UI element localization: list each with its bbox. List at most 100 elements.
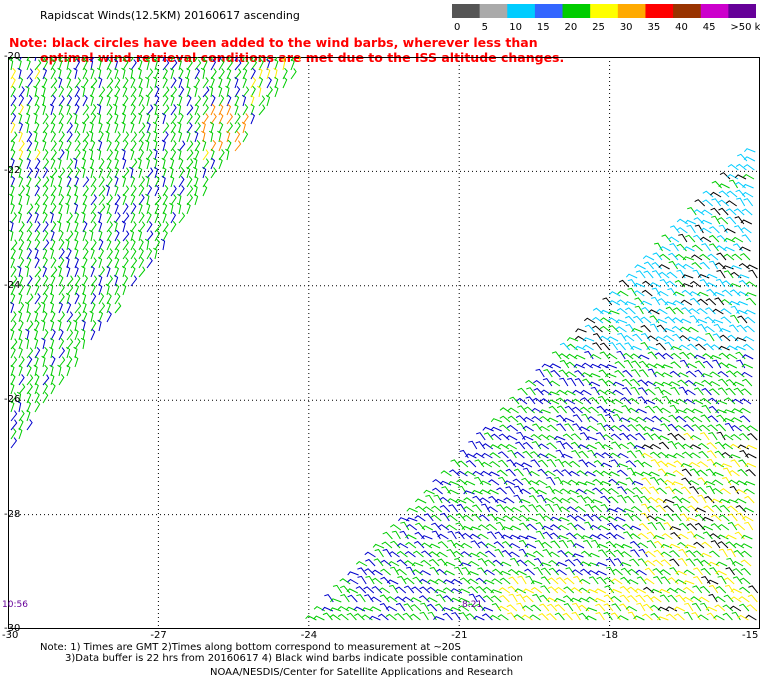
wind-barb: [652, 397, 664, 405]
wind-barb: [633, 315, 644, 324]
wind-barb: [430, 514, 442, 522]
wind-barb: [250, 103, 255, 116]
wind-barb: [281, 58, 286, 71]
wind-barb: [553, 435, 566, 441]
wind-barb: [585, 444, 598, 450]
wind-barb: [194, 76, 201, 89]
wind-barb: [42, 148, 49, 161]
wind-barb: [591, 539, 601, 549]
wind-barb: [622, 352, 634, 360]
wind-barb: [659, 569, 671, 576]
wind-barb: [374, 548, 384, 558]
wind-barb: [648, 309, 660, 315]
wind-barb: [718, 523, 730, 531]
wind-barb: [727, 505, 739, 513]
wind-barb: [619, 594, 630, 603]
wind-barb: [715, 585, 727, 594]
wind-barb: [226, 76, 231, 89]
wind-barb: [82, 176, 90, 188]
wind-barb: [138, 94, 144, 107]
wind-barb: [50, 149, 57, 161]
wind-barb: [96, 148, 102, 161]
legend-swatch: [479, 4, 508, 18]
wind-barb: [419, 570, 431, 576]
wind-barb: [699, 585, 711, 594]
wind-barb: [541, 541, 553, 549]
wind-barb: [728, 179, 739, 189]
wind-barb: [106, 57, 110, 62]
wind-barb: [738, 596, 750, 603]
wind-barb: [687, 326, 699, 333]
wind-barb: [540, 576, 551, 585]
wind-barb: [34, 184, 40, 197]
wind-barb: [18, 356, 25, 368]
wind-barb: [412, 550, 424, 558]
wind-barb: [26, 103, 31, 116]
wind-barb: [712, 333, 723, 342]
wind-barb: [81, 157, 86, 170]
wind-barb: [664, 341, 675, 351]
wind-barb: [725, 200, 737, 207]
wind-barb: [732, 243, 743, 252]
wind-barb: [65, 202, 70, 215]
wind-barb: [382, 531, 393, 540]
wind-barb: [34, 275, 41, 287]
wind-barb: [726, 190, 738, 198]
wind-barb: [89, 229, 94, 242]
wind-barb: [659, 594, 670, 603]
wind-barb: [114, 229, 120, 242]
wind-barb: [50, 140, 57, 152]
wind-barb: [98, 76, 103, 89]
wind-barb: [595, 612, 605, 621]
wind-barb: [154, 202, 160, 215]
wind-barb: [153, 148, 158, 161]
wind-barb: [630, 505, 643, 513]
wind-barb: [701, 404, 712, 414]
wind-barb: [600, 462, 613, 468]
wind-barb: [26, 68, 34, 80]
wind-barb: [568, 470, 580, 477]
wind-barb: [226, 122, 234, 134]
wind-barb: [218, 121, 224, 134]
wind-barb: [138, 266, 146, 278]
wind-barb: [114, 274, 119, 287]
wind-barb: [130, 140, 137, 152]
wind-barb: [591, 505, 603, 513]
wind-barb: [58, 76, 63, 89]
wind-barb: [603, 603, 614, 612]
wind-barb: [114, 121, 119, 134]
wind-barb: [672, 469, 684, 477]
wind-barb: [49, 211, 54, 224]
wind-barb: [546, 442, 558, 450]
wind-barb: [465, 453, 477, 459]
wind-barb: [65, 148, 70, 161]
wind-barb: [746, 604, 758, 612]
wind-barb: [74, 338, 81, 350]
wind-barb: [57, 364, 62, 377]
legend-label: 25: [592, 22, 605, 33]
legend-swatch: [673, 4, 702, 18]
wind-barb: [555, 569, 567, 576]
wind-barb: [209, 121, 215, 134]
wind-barb: [480, 461, 493, 468]
wind-barb: [681, 307, 692, 315]
wind-barb: [530, 580, 543, 585]
wind-barb: [73, 202, 79, 215]
wind-barb: [732, 381, 745, 387]
wind-barb: [512, 478, 524, 486]
wind-barb: [490, 433, 502, 441]
wind-barb: [693, 541, 705, 549]
wind-barb: [210, 103, 216, 116]
wind-barb: [573, 533, 585, 540]
wind-barb: [668, 260, 679, 270]
wind-barb: [178, 57, 181, 62]
wind-barb: [385, 613, 397, 621]
wind-barb: [58, 95, 65, 107]
wind-barb: [507, 407, 519, 414]
wind-barb: [637, 354, 650, 360]
wind-barb: [34, 139, 39, 152]
wind-barb: [57, 67, 62, 80]
wind-barb: [579, 578, 591, 585]
wind-barb: [637, 558, 648, 567]
wind-barb: [481, 606, 494, 612]
